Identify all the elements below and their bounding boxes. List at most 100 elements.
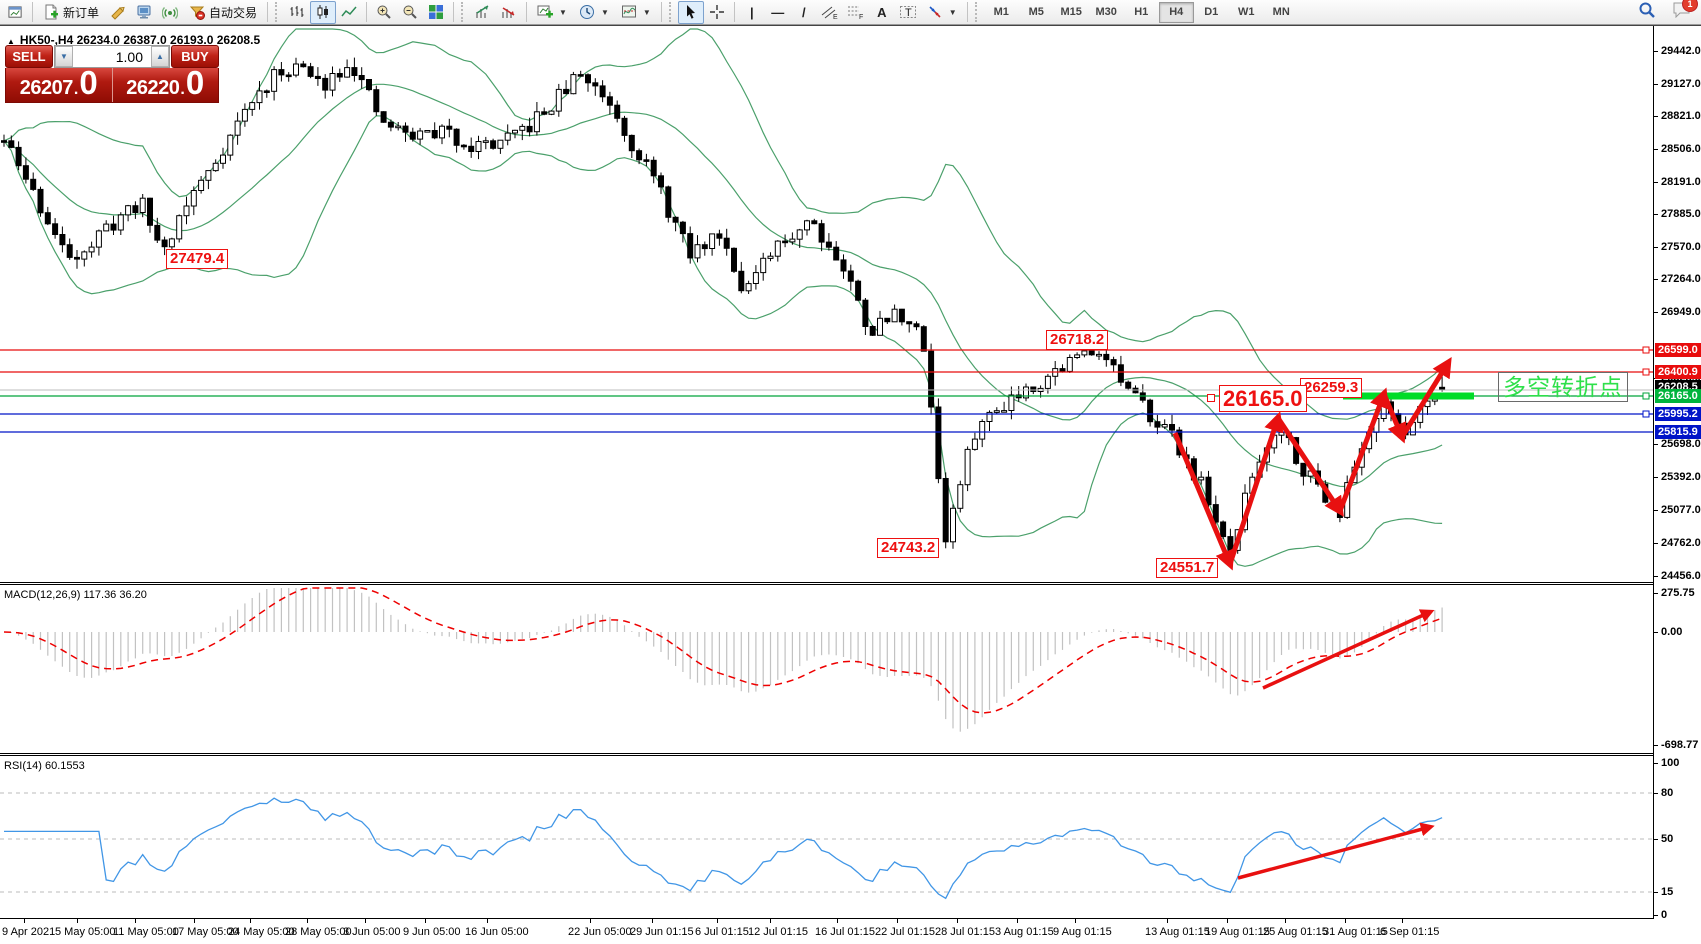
timeframe-m30[interactable]: M30	[1095, 6, 1117, 18]
price-axis-tick: 27264.0	[1661, 273, 1701, 285]
price-axis-tick: 24762.0	[1661, 537, 1701, 549]
autotrading-icon	[189, 6, 206, 20]
dropdown-caret: ▼	[559, 7, 567, 17]
volume-value[interactable]: 1.00	[115, 48, 143, 65]
rsi-axis-tick: 100	[1661, 757, 1680, 769]
timeframe-h1[interactable]: H1	[1134, 6, 1149, 18]
rsi-pane-canvas[interactable]	[0, 756, 1653, 918]
arrows-icon	[929, 6, 941, 18]
search-icon[interactable]	[1638, 1, 1656, 24]
add-indicator-button[interactable]: ▼	[531, 1, 573, 24]
price-text-label[interactable]: 26165.0	[1219, 385, 1307, 412]
candlestick-chart-icon[interactable]	[310, 0, 337, 24]
tile-windows-icon[interactable]	[423, 1, 449, 24]
date-axis-label: 16 Jul 01:15	[815, 926, 875, 938]
date-axis-label: 6 Jul 01:15	[695, 926, 749, 938]
timeframe-w1[interactable]: W1	[1237, 6, 1255, 18]
price-axis-tick: 25392.0	[1661, 471, 1701, 483]
buy-price[interactable]: 26220. 0	[126, 64, 205, 101]
price-axis-tick: 27570.0	[1661, 241, 1701, 253]
price-badge: 25995.2	[1655, 407, 1701, 421]
zoom-in-icon[interactable]	[371, 1, 397, 24]
svg-text:F: F	[859, 14, 863, 20]
fibonacci-tool[interactable]: F	[843, 1, 869, 24]
green-highlight-bar[interactable]	[1343, 392, 1474, 400]
macd-pane-canvas[interactable]	[0, 585, 1653, 753]
crosshair-tool[interactable]	[704, 1, 730, 24]
arrows-tool[interactable]: ▼	[921, 1, 963, 24]
sell-button[interactable]: SELL	[5, 45, 53, 68]
metaeditor-icon[interactable]	[105, 1, 131, 24]
timeframe-m15[interactable]: M15	[1060, 6, 1082, 18]
timeframe-mn[interactable]: MN	[1272, 6, 1290, 18]
rsi-line	[4, 797, 1443, 900]
macd-trend-arrow[interactable]	[1262, 609, 1435, 690]
timeframe-group: M1 M5 M15 M30 H1 H4 D1 W1 MN	[984, 1, 1299, 23]
date-axis-label: 16 Jun 05:00	[465, 926, 529, 938]
vertical-line-tool[interactable]: |	[739, 1, 765, 24]
main-chart-canvas[interactable]	[0, 28, 1653, 582]
horizontal-line-tool[interactable]: —	[765, 1, 791, 24]
pane-separator[interactable]	[0, 753, 1701, 756]
bar-chart-icon[interactable]	[284, 1, 310, 24]
macd-histogram	[10, 588, 1443, 732]
date-axis-label: 3 Jun 05:00	[343, 926, 401, 938]
trend-zigzag-arrows[interactable]	[1172, 357, 1452, 571]
pane-separator[interactable]	[0, 582, 1701, 585]
date-axis-label: 3 Aug 01:15	[995, 926, 1054, 938]
price-text-label[interactable]: 26718.2	[1046, 330, 1109, 350]
chat-button[interactable]: 1	[1672, 0, 1698, 23]
price-text-label[interactable]: 26259.3	[1300, 378, 1363, 398]
templates-button[interactable]: ▼	[615, 1, 657, 24]
date-axis-label: 28 May 05:00	[285, 926, 352, 938]
rsi-axis-tick: 50	[1661, 833, 1674, 845]
turning-point-annotation[interactable]: 多空转折点	[1498, 372, 1628, 402]
signals-icon[interactable]	[157, 1, 183, 24]
price-axis: 29442.0 29127.0 28821.0 28506.0 28191.0 27885…	[1653, 26, 1701, 921]
horizontal-level-lines[interactable]	[0, 346, 1653, 433]
cursor-tool[interactable]	[677, 0, 704, 24]
text-label-tool[interactable]: T	[895, 1, 921, 24]
line-chart-icon[interactable]	[336, 1, 362, 24]
price-axis-tick: 27885.0	[1661, 208, 1701, 220]
dropdown-caret: ▼	[600, 7, 609, 17]
price-text-label[interactable]: 24551.7	[1156, 558, 1219, 578]
volume-increase-button[interactable]: ▲	[151, 46, 169, 67]
add-indicator-icon	[537, 5, 554, 18]
svg-text:T: T	[905, 7, 912, 19]
rsi-axis-tick: 80	[1661, 787, 1674, 799]
date-axis-label: 31 Aug 01:15	[1323, 926, 1388, 938]
trendline-tool[interactable]: /	[791, 1, 817, 24]
timeframe-m1[interactable]: M1	[993, 6, 1009, 18]
new-order-button[interactable]: 新订单	[37, 1, 105, 24]
autotrading-button[interactable]: 自动交易	[183, 1, 263, 24]
volume-decrease-button[interactable]: ▼	[55, 46, 73, 67]
macd-axis-tick: 275.75	[1661, 587, 1695, 599]
indicator-arrow-icon[interactable]	[496, 1, 522, 24]
chart-window-icon[interactable]	[2, 1, 28, 24]
bollinger-middle-band	[3, 83, 1443, 488]
template-icon	[621, 5, 636, 18]
indicator-list-icon[interactable]	[470, 1, 496, 24]
periods-button[interactable]: ▼	[573, 1, 615, 24]
macd-label: MACD(12,26,9) 117.36 36.20	[4, 589, 147, 601]
price-text-label[interactable]: 27479.4	[166, 249, 229, 269]
equidistant-channel-tool[interactable]: E	[817, 1, 843, 24]
timeframe-h4[interactable]: H4	[1158, 1, 1194, 23]
buy-button[interactable]: BUY	[171, 45, 219, 68]
sell-price[interactable]: 26207. 0	[6, 66, 113, 102]
price-text-label[interactable]: 24743.2	[877, 538, 940, 558]
rsi-trend-arrow[interactable]	[1237, 822, 1435, 880]
timeframe-m5[interactable]: M5	[1028, 6, 1044, 18]
rsi-axis-tick: 15	[1661, 886, 1674, 898]
text-tool[interactable]: A	[869, 1, 895, 24]
trendline-icon: /	[801, 4, 806, 20]
volume-field: ▼ 1.00 ▲	[54, 45, 170, 68]
virtual-hosting-icon[interactable]	[131, 1, 157, 24]
timeframe-d1[interactable]: D1	[1204, 6, 1219, 18]
label-anchor-handle[interactable]	[1207, 394, 1215, 402]
price-axis-tick: 28191.0	[1661, 176, 1701, 188]
date-axis-label: 9 Jun 05:00	[403, 926, 461, 938]
zoom-out-icon[interactable]	[397, 1, 423, 24]
date-axis-label: 6 Sep 01:15	[1380, 926, 1440, 938]
